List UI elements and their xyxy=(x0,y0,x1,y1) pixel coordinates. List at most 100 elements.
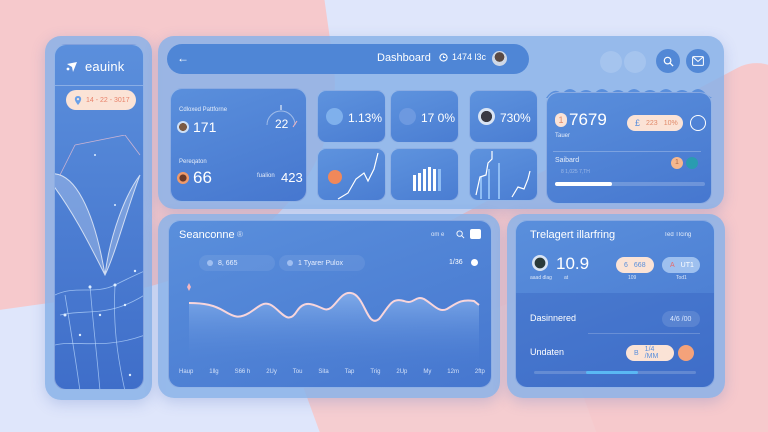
stat-label-bottom: Pereqaton xyxy=(179,159,207,165)
date-pill[interactable]: 14 - 22 - 3017 xyxy=(66,90,136,110)
chip-text: 8, 665 xyxy=(218,259,238,267)
tile-bar-line-chart[interactable] xyxy=(469,148,538,201)
stat-value-bottom: 66 xyxy=(193,168,212,187)
drop-icon xyxy=(326,108,343,125)
tile-value: 17 0% xyxy=(421,111,456,125)
pill-caption: Tod1 xyxy=(676,275,687,281)
tracking-card: Trelagert illarfring Ted Tlcing aaad dla… xyxy=(515,220,715,388)
pill-icon: 6 xyxy=(624,261,628,269)
tile-metric-2[interactable]: 17 0% xyxy=(390,90,459,143)
tile-bar-chart[interactable] xyxy=(390,148,459,201)
search-button[interactable] xyxy=(656,49,680,73)
divider xyxy=(55,85,143,86)
pill-icon: A xyxy=(670,261,675,269)
tile-line-chart[interactable] xyxy=(317,148,386,201)
chart-right-label: om e xyxy=(431,232,445,238)
x-label: S66 h xyxy=(234,369,251,375)
wallet-progress[interactable] xyxy=(555,182,705,186)
area-chart xyxy=(187,283,480,369)
date-value: 14 - 22 - 3017 xyxy=(86,96,130,104)
chart-chip-series[interactable]: 1 Tyarer Pulox xyxy=(279,255,365,271)
chart-chip-value[interactable]: 8, 665 xyxy=(199,255,275,271)
gauge-icon xyxy=(266,105,298,128)
progress-fill xyxy=(585,371,638,374)
header-bar: ← Dashboard 1474 l3c xyxy=(167,44,529,74)
row-value-pill[interactable]: 4/6 /00 xyxy=(662,311,700,327)
section-sub: 8 1,025 7,TH xyxy=(561,169,590,175)
ghost-circle xyxy=(624,51,646,73)
mail-icon xyxy=(692,56,704,66)
chart-title: Seanconne xyxy=(179,229,235,241)
stat-value-top: 171 xyxy=(193,119,217,135)
wallet-value: 7679 xyxy=(569,110,607,129)
x-label: Haup xyxy=(179,369,194,375)
stat-side-value: 423 xyxy=(281,170,303,185)
percent-icon xyxy=(399,108,416,125)
avatar-caption: aaad dlag xyxy=(530,275,552,281)
x-label: Trig xyxy=(370,369,381,375)
tracking-title: Trelagert illarfring xyxy=(530,229,616,241)
brand-name: eauink xyxy=(85,59,125,74)
pill-icon: B xyxy=(634,349,639,357)
dot-icon xyxy=(207,260,213,266)
chip-text: 1 Tyarer Pulox xyxy=(298,259,344,267)
wallet-pill[interactable]: £ 223 10% xyxy=(627,115,683,131)
section-label: Saibard xyxy=(555,157,580,164)
pill-two[interactable]: A UT1 xyxy=(662,257,700,273)
gauge-value: 22 xyxy=(275,117,289,131)
divider xyxy=(588,333,700,334)
user-avatar[interactable] xyxy=(492,51,507,66)
bitcoin-icon xyxy=(328,170,342,184)
row-value: 4/6 /00 xyxy=(670,315,692,323)
refresh-button[interactable] xyxy=(678,345,694,361)
registered-icon: ® xyxy=(237,230,243,239)
clock-value: 1474 l3c xyxy=(452,52,487,62)
update-progress[interactable] xyxy=(534,371,696,374)
tile-metric-1[interactable]: 1.13% xyxy=(317,90,386,143)
tile-value: 730% xyxy=(500,111,531,125)
stat-side-label: fualion xyxy=(257,173,275,179)
pill-one[interactable]: 6 668 xyxy=(616,257,654,273)
dot-icon xyxy=(287,260,293,266)
pill-value: 668 xyxy=(633,261,646,269)
pill-value: 223 xyxy=(646,119,658,127)
header-clock: 1474 l3c xyxy=(439,52,486,62)
pill-percent: 10% xyxy=(663,119,678,127)
avatar-icon xyxy=(478,108,495,125)
bar-chart-icon xyxy=(413,167,441,191)
page-title: Dashboard xyxy=(377,52,431,64)
chart-time: 1/36 xyxy=(449,259,463,266)
back-button[interactable]: ← xyxy=(177,51,189,65)
x-label: Tap xyxy=(344,369,355,375)
location-pin-icon xyxy=(74,95,82,105)
line-chart-icon xyxy=(337,152,379,200)
leaf-network-illustration xyxy=(55,135,143,389)
x-label: 2ftp xyxy=(474,369,485,375)
pill-value: 1/4 /MM xyxy=(644,346,659,360)
settings-button[interactable] xyxy=(690,115,706,131)
chart-card: Seanconne ® om e 8, 665 1 Tyarer Pulox 1… xyxy=(168,220,492,388)
brand-logo[interactable]: eauink xyxy=(65,59,125,74)
mail-button[interactable] xyxy=(686,49,710,73)
value-caption: at xyxy=(564,275,569,281)
x-label: My xyxy=(423,369,432,375)
plane-logo-icon xyxy=(66,61,77,72)
bar-line-chart-icon xyxy=(475,151,531,199)
pill-value: UT1 xyxy=(680,261,694,269)
search-icon[interactable] xyxy=(456,230,465,239)
stats-card[interactable]: Cdloxed Pattforne 171 22 Pereqaton 66 fu… xyxy=(170,88,307,202)
x-label: 12m xyxy=(447,369,459,375)
wallet-sub-label: Tauer xyxy=(555,133,571,139)
tracking-value: 10.9 xyxy=(556,254,590,273)
tracking-right-label[interactable]: Ted Tlcing xyxy=(664,232,692,238)
avatar xyxy=(532,255,548,271)
x-label: 1llg xyxy=(209,369,219,375)
x-label: Tou xyxy=(292,369,303,375)
tile-metric-3[interactable]: 730% xyxy=(469,90,538,143)
update-pill[interactable]: B 1/4 /MM xyxy=(626,345,674,361)
avatar xyxy=(177,172,189,184)
progress-fill xyxy=(555,182,612,186)
x-label: Sita xyxy=(318,369,329,375)
wallet-card[interactable]: 1 7679 Tauer £ 223 10% Saibard 8 1,025 7… xyxy=(546,92,712,204)
export-icon[interactable] xyxy=(470,229,481,239)
